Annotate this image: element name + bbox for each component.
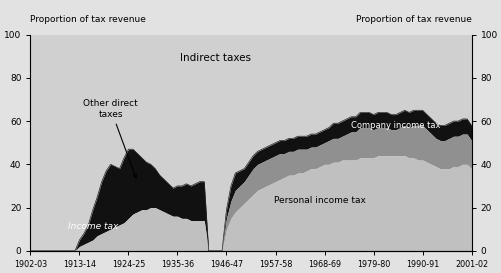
- Text: Other direct
taxes: Other direct taxes: [83, 99, 138, 178]
- Text: Proportion of tax revenue: Proportion of tax revenue: [31, 15, 146, 24]
- Text: Indirect taxes: Indirect taxes: [180, 52, 250, 63]
- Text: Personal income tax: Personal income tax: [274, 196, 365, 205]
- Text: Income tax: Income tax: [68, 222, 118, 231]
- Text: Proportion of tax revenue: Proportion of tax revenue: [355, 15, 470, 24]
- Text: Company income tax: Company income tax: [351, 121, 440, 130]
